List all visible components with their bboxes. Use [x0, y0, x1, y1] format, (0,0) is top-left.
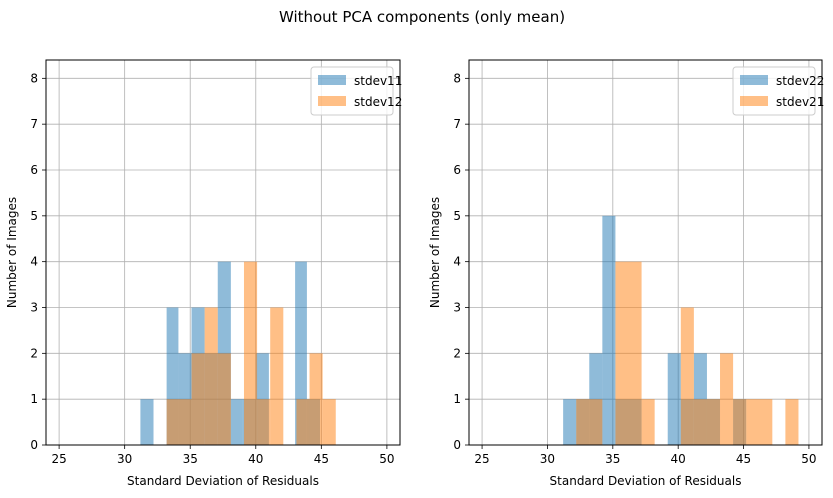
histogram-bar-stdev21: [785, 399, 799, 445]
x-axis-label: Standard Deviation of Residuals: [127, 474, 319, 488]
x-tick-label: 50: [379, 452, 394, 466]
histogram-bar-stdev12: [309, 353, 323, 445]
histogram-bar-stdev12: [270, 307, 284, 445]
x-tick-label: 35: [605, 452, 620, 466]
legend-label-stdev21: stdev21: [776, 95, 824, 109]
histogram-bar-stdev21: [641, 399, 655, 445]
y-tick-label: 3: [30, 301, 38, 315]
y-tick-label: 6: [453, 163, 461, 177]
x-tick-label: 45: [736, 452, 751, 466]
x-tick-label: 30: [117, 452, 132, 466]
y-tick-label: 6: [30, 163, 38, 177]
y-tick-label: 3: [453, 301, 461, 315]
figure-title: Without PCA components (only mean): [279, 8, 565, 26]
y-tick-label: 4: [30, 255, 38, 269]
y-tick-label: 5: [453, 209, 461, 223]
y-tick-label: 1: [453, 392, 461, 406]
histogram-bar-stdev21: [720, 353, 734, 445]
histogram-bar-stdev12: [243, 261, 258, 445]
y-tick-label: 0: [30, 438, 38, 452]
legend: stdev11 stdev12: [310, 66, 402, 116]
histogram-bar-stdev22: [602, 215, 616, 445]
legend-label-stdev12: stdev12: [354, 95, 402, 109]
histogram-bar-stdev21: [693, 399, 707, 445]
legend-label-stdev11: stdev11: [354, 74, 402, 88]
histogram-bar-stdev12: [166, 399, 192, 445]
y-tick-label: 5: [30, 209, 38, 223]
x-tick-label: 30: [540, 452, 555, 466]
y-axis-label: Number of Images: [428, 197, 442, 308]
axes-frame: [468, 59, 823, 446]
y-tick-label: 2: [30, 346, 38, 360]
histogram-bar-stdev21: [733, 399, 747, 445]
y-tick-label: 0: [453, 438, 461, 452]
y-tick-label: 7: [30, 117, 38, 131]
x-tick-label: 25: [51, 452, 66, 466]
histogram-bar-stdev21: [746, 399, 773, 445]
histogram-bar-stdev22: [563, 399, 577, 445]
y-tick-label: 2: [453, 346, 461, 360]
x-tick-label: 50: [801, 452, 816, 466]
histogram-bar-stdev11: [166, 307, 179, 445]
x-tick-label: 25: [474, 452, 489, 466]
y-tick-label: 4: [453, 255, 461, 269]
histogram-bar-stdev21: [576, 399, 603, 445]
histogram-bar-stdev11: [230, 399, 243, 445]
legend-label-stdev22: stdev22: [776, 74, 824, 88]
histogram-bar-stdev21: [680, 307, 694, 445]
x-axis-label: Standard Deviation of Residuals: [550, 474, 742, 488]
histogram-bar-stdev12: [296, 399, 310, 445]
legend-swatch-stdev21: [740, 96, 768, 106]
histogram-bar-stdev12: [257, 399, 271, 445]
legend-swatch-stdev12: [318, 96, 346, 106]
histogram-bar-stdev11: [140, 399, 154, 445]
y-tick-label: 8: [453, 71, 461, 85]
histogram-bar-stdev11: [295, 261, 307, 445]
x-tick-label: 40: [248, 452, 263, 466]
histogram-bar-stdev12: [204, 307, 218, 445]
axes-frame: [45, 59, 401, 446]
y-tick-label: 1: [30, 392, 38, 406]
legend-swatch-stdev11: [318, 75, 346, 85]
histogram-bar-stdev12: [191, 353, 205, 445]
y-tick-label: 7: [453, 117, 461, 131]
x-tick-label: 35: [183, 452, 198, 466]
x-tick-label: 40: [671, 452, 686, 466]
x-tick-label: 45: [314, 452, 329, 466]
legend: stdev22 stdev21: [732, 66, 824, 116]
y-tick-label: 8: [30, 71, 38, 85]
legend-swatch-stdev22: [740, 75, 768, 85]
y-axis-label: Number of Images: [5, 197, 19, 308]
histogram-bar-stdev12: [322, 399, 336, 445]
histogram-bar-stdev12: [217, 353, 231, 445]
histogram-bar-stdev21: [706, 399, 721, 445]
histogram-bar-stdev22: [667, 353, 681, 445]
histogram-bar-stdev21: [615, 261, 642, 445]
